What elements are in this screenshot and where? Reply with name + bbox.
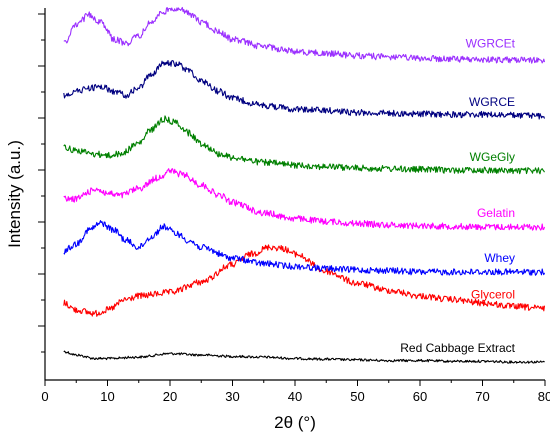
series-line-gelatin xyxy=(63,168,546,231)
x-tick-label: 0 xyxy=(41,389,48,404)
y-axis-label: Intensity (a.u.) xyxy=(5,140,24,248)
x-tick-label: 70 xyxy=(475,389,489,404)
series-line-glycerol xyxy=(63,244,546,317)
series-label: Glycerol xyxy=(471,288,515,302)
x-axis-label: 2θ (°) xyxy=(274,413,316,432)
series-layer xyxy=(63,6,546,364)
axes: 0 10 20 30 40 50 60 70 80 xyxy=(38,8,550,404)
series-label: WGRCEt xyxy=(466,37,516,51)
x-tick-label: 50 xyxy=(350,389,364,404)
series-line-wgrcet xyxy=(63,6,546,64)
x-tick-label: 10 xyxy=(100,389,114,404)
series-label: WGeGly xyxy=(470,150,515,164)
series-line-wgrce xyxy=(63,59,546,120)
x-tick-label: 30 xyxy=(225,389,239,404)
series-line-red-cabbage-extract xyxy=(63,350,545,364)
series-label: Whey xyxy=(484,251,515,265)
series-label: Gelatin xyxy=(477,206,515,220)
series-line-wgegly xyxy=(63,115,545,175)
series-line-whey xyxy=(63,220,546,276)
series-labels: Red Cabbage Extract Glycerol Whey Gelatin WG… xyxy=(400,37,515,356)
x-tick-label: 60 xyxy=(413,389,427,404)
series-label: WGRCE xyxy=(469,95,515,109)
x-tick-label: 40 xyxy=(288,389,302,404)
series-label: Red Cabbage Extract xyxy=(400,341,515,355)
x-tick-label: 20 xyxy=(163,389,177,404)
x-tick-label: 80 xyxy=(538,389,550,404)
